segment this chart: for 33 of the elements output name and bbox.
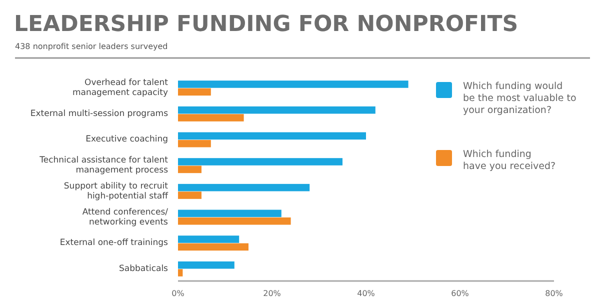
bar: [178, 269, 183, 276]
y-tick-label: Attend conferences/ networking events: [82, 208, 169, 228]
legend-label: Which funding have you received?: [463, 148, 556, 172]
y-tick-label: Technical assistance for talent management process: [38, 156, 169, 176]
y-tick-label: External multi-session programs: [30, 109, 169, 120]
y-tick-label: External one-off trainings: [60, 238, 169, 248]
y-tick-label: Sabbaticals: [119, 264, 169, 274]
bar: [178, 166, 202, 174]
bar: [178, 243, 248, 251]
bar: [178, 140, 211, 148]
bar: [178, 158, 342, 166]
bar: [178, 261, 234, 269]
bar: [178, 236, 240, 243]
bar: [178, 184, 310, 192]
x-tick-label: 0%: [172, 289, 185, 298]
text: 438 nonprofit senior leaders surveyed: [15, 42, 168, 51]
bar: [178, 106, 376, 114]
bar: [178, 114, 244, 122]
bar: [178, 80, 408, 88]
x-tick-label: 60%: [451, 289, 470, 298]
x-tick-label: 20%: [263, 289, 282, 298]
chart-title: LEADERSHIP FUNDING FOR NONPROFITS: [14, 12, 518, 37]
bar: [178, 217, 291, 225]
bar: [178, 210, 282, 218]
bar: [178, 88, 211, 96]
legend-label: Which funding would be the most valuable to your organization?: [463, 80, 576, 116]
x-tick-label: 80%: [545, 289, 564, 298]
y-tick-label: Overhead for talent management capacity: [72, 78, 169, 98]
bar: [178, 192, 202, 199]
y-tick-label: Support ability to recruit high-potential staff: [64, 182, 170, 202]
y-tick-label: Executive coaching: [86, 135, 168, 146]
x-tick-label: 40%: [357, 289, 376, 298]
bar: [178, 132, 366, 140]
